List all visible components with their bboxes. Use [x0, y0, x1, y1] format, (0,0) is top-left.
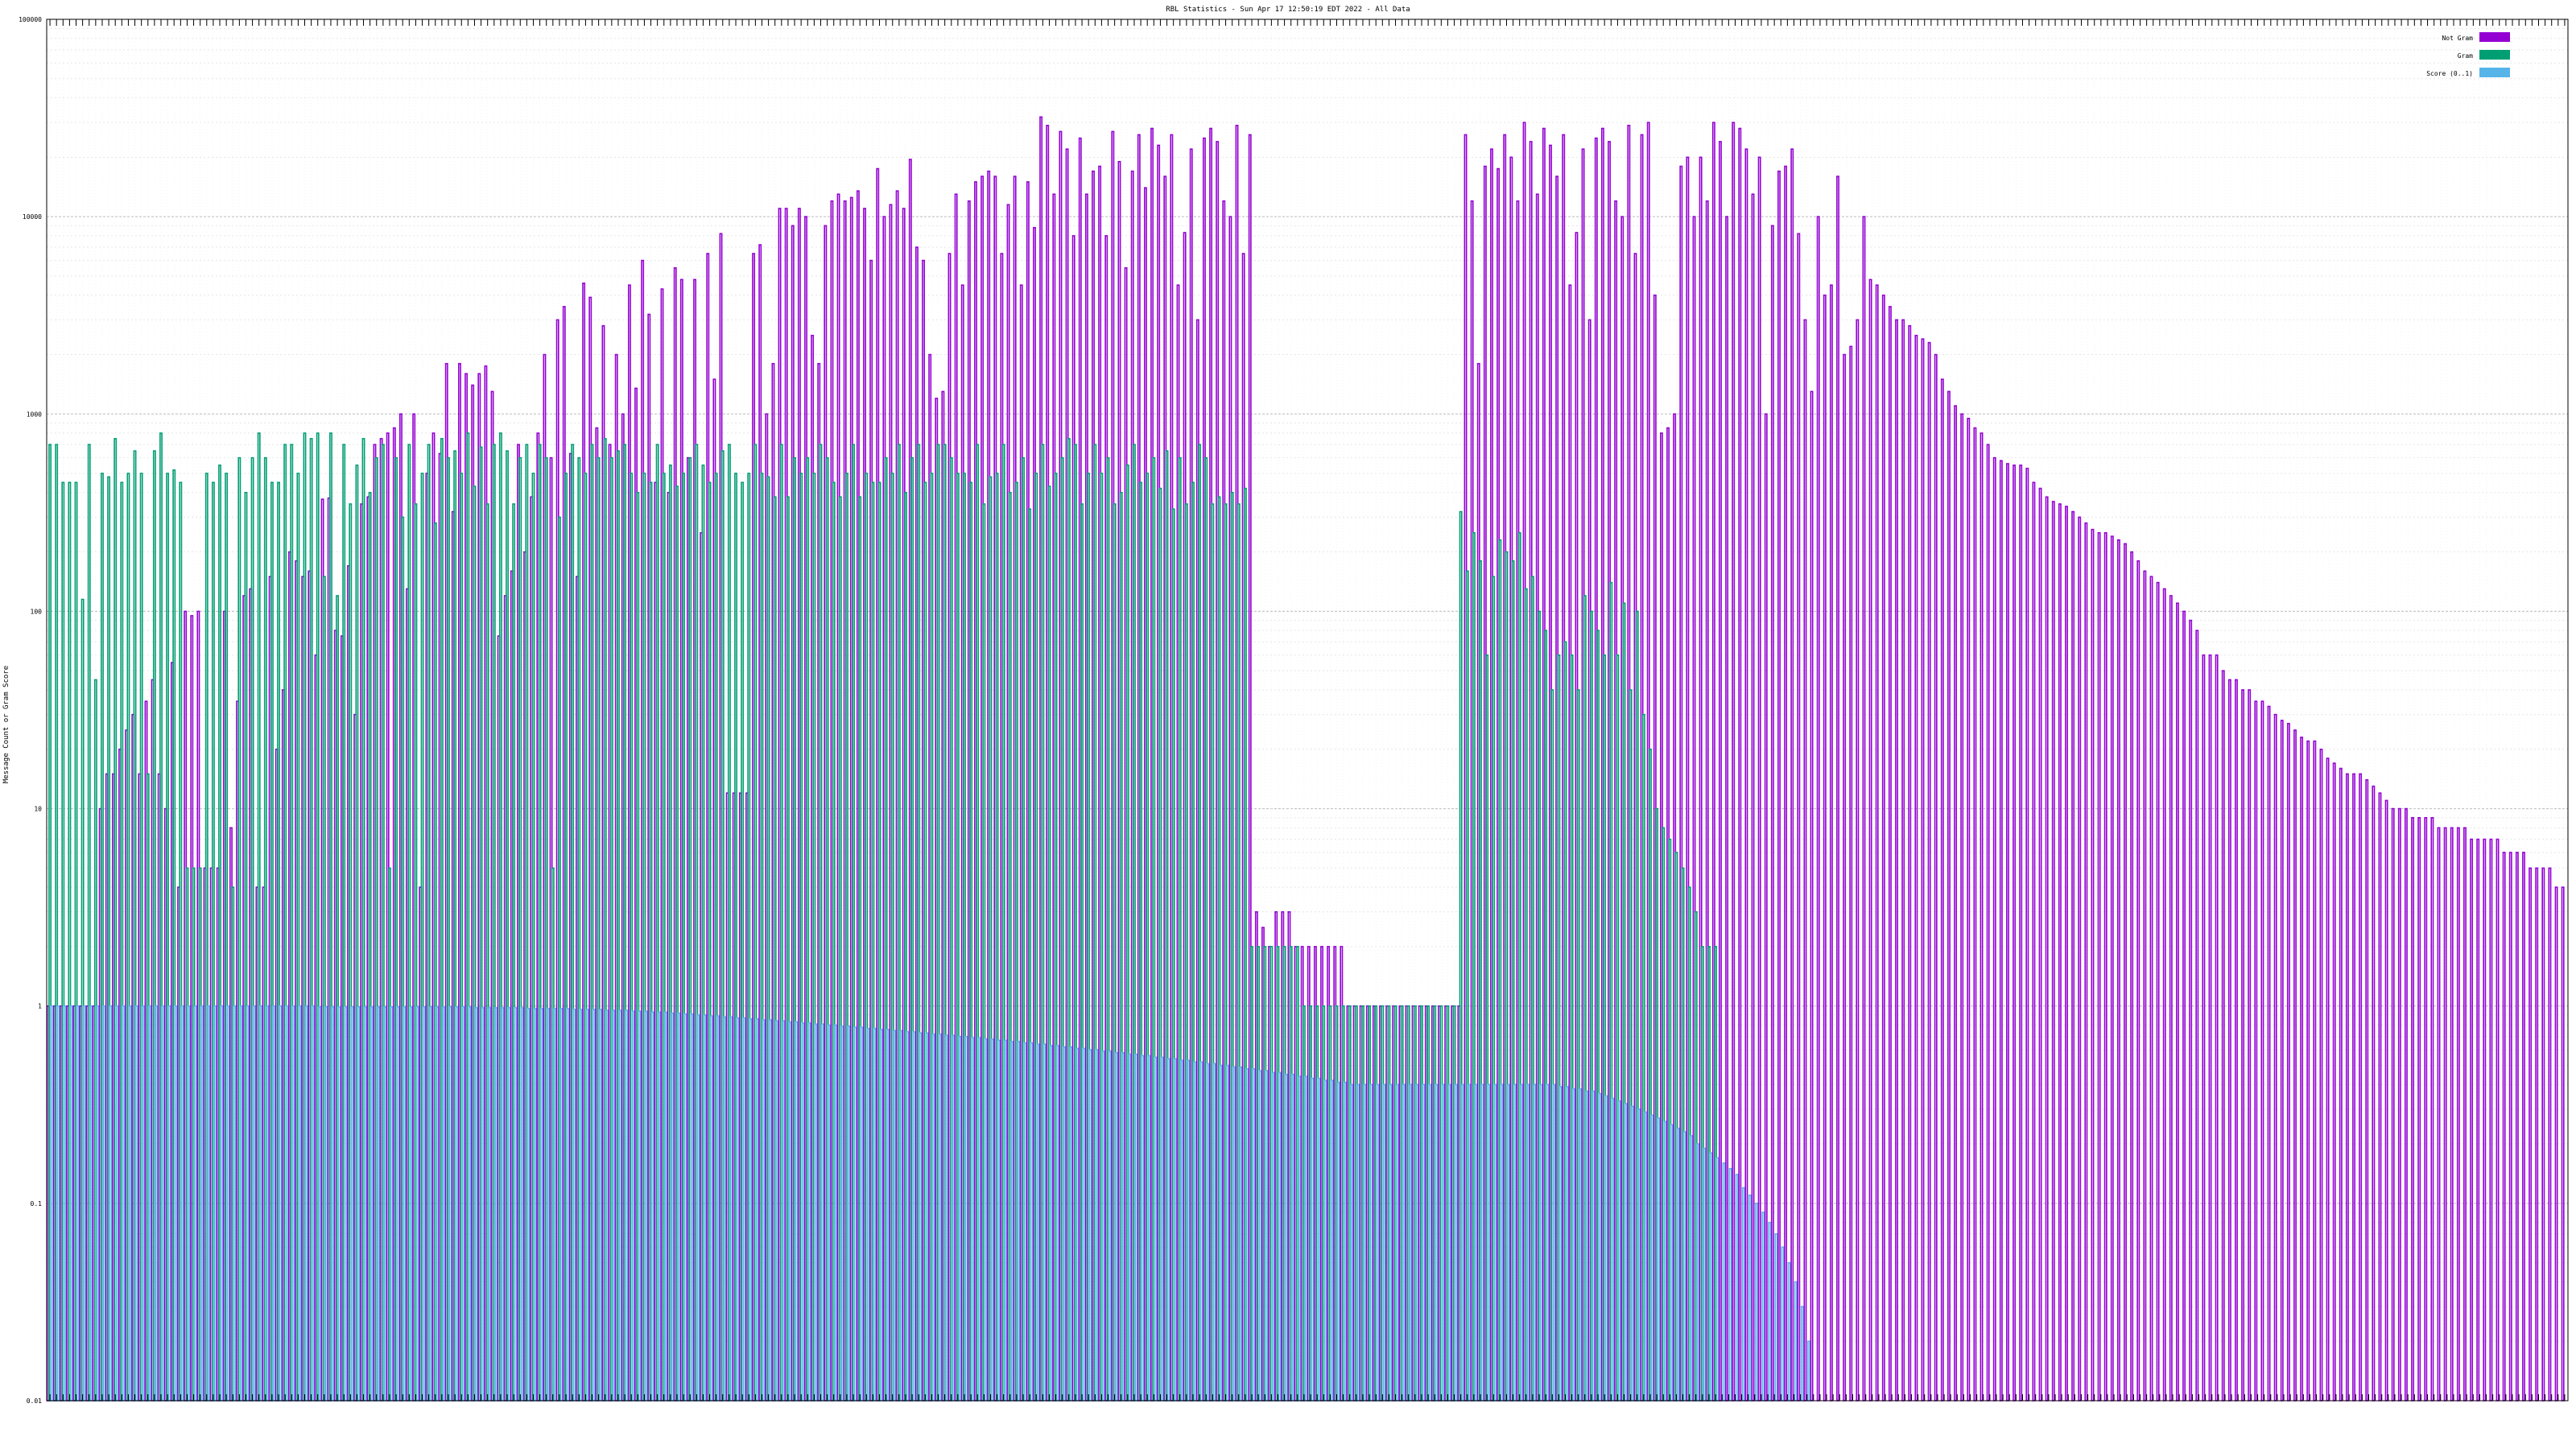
y-tick-label: 0.01 [27, 1397, 42, 1405]
y-axis-label: Message Count or Gram Score [2, 666, 10, 783]
legend-swatch [2479, 50, 2510, 60]
y-tick-labels: 0.01 0.1 1 10 100 1000 10000 100000 [19, 16, 42, 1405]
legend-label: Not Gram [2442, 35, 2473, 42]
y-tick-label: 0.1 [31, 1200, 43, 1208]
legend-label: Gram [2458, 52, 2473, 60]
bars [46, 116, 2565, 1402]
legend-swatch [2479, 68, 2510, 77]
y-tick-label: 1 [38, 1003, 42, 1010]
y-tick-label: 100 [31, 608, 43, 615]
chart-title: RBL Statistics - Sun Apr 17 12:50:19 EDT… [1166, 6, 1410, 14]
legend-label: Score (0..1) [2426, 70, 2473, 77]
legend-swatch [2479, 32, 2510, 42]
y-tick-label: 1000 [27, 411, 42, 418]
y-tick-label: 100000 [19, 16, 42, 23]
y-tick-label: 10000 [23, 213, 42, 221]
legend: Not Gram Gram Score (0..1) [2426, 32, 2510, 77]
plot-frame [46, 19, 2569, 1402]
y-tick-label: 10 [34, 806, 42, 813]
axes [46, 19, 2569, 1402]
